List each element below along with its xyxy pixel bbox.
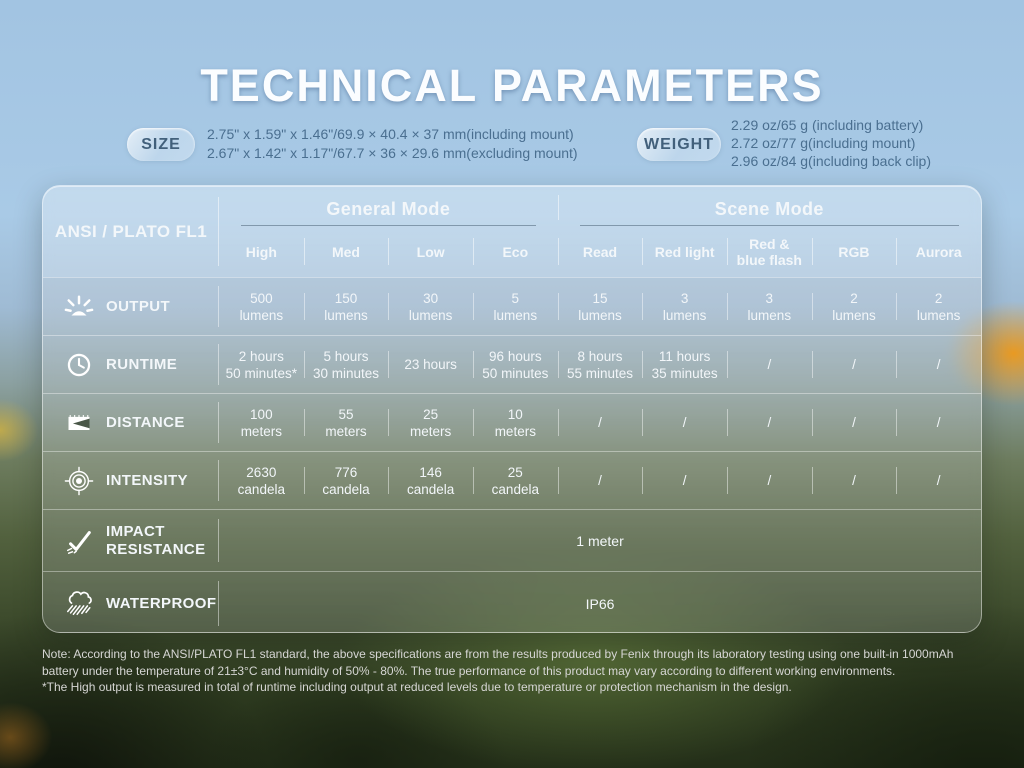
- distance-low: 25 meters: [388, 394, 473, 451]
- table-row-output: OUTPUT 500 lumens 150 lumens 30 lumens 5…: [43, 277, 981, 335]
- burst-icon: [63, 291, 95, 323]
- weight-badge-label: WEIGHT: [644, 135, 714, 153]
- row-label-distance: DISTANCE: [43, 394, 219, 451]
- size-badge-label: SIZE: [141, 135, 181, 153]
- output-red-light: 3 lumens: [642, 278, 727, 335]
- column-header-rgb: RGB: [811, 226, 897, 277]
- spec-table-header: ANSI / PLATO FL1 General Mode Scene Mode…: [43, 186, 981, 277]
- row-label-intensity: INTENSITY: [43, 452, 219, 509]
- size-line-including-mount: 2.75" x 1.59" x 1.46"/69.9 × 40.4 × 37 m…: [207, 126, 574, 142]
- column-header-med: Med: [303, 226, 389, 277]
- distance-eco: 10 meters: [472, 394, 558, 451]
- runtime-eco: 96 hours 50 minutes: [472, 336, 558, 393]
- row-label-impact-resistance-text: IMPACT RESISTANCE: [106, 522, 206, 558]
- intensity-med: 776 candela: [303, 452, 389, 509]
- intensity-eco: 25 candela: [472, 452, 558, 509]
- distance-med: 55 meters: [303, 394, 389, 451]
- distance-red-blue-flash: /: [726, 394, 812, 451]
- output-red-blue-flash: 3 lumens: [726, 278, 812, 335]
- intensity-low: 146 candela: [388, 452, 473, 509]
- row-label-runtime-text: RUNTIME: [106, 355, 178, 373]
- runtime-med: 5 hours 30 minutes: [303, 336, 389, 393]
- row-label-output-text: OUTPUT: [106, 297, 171, 315]
- runtime-high: 2 hours 50 minutes*: [225, 348, 297, 381]
- weight-line-battery: 2.29 oz/65 g (including battery): [731, 117, 924, 133]
- table-row-impact-resistance: IMPACT RESISTANCE 1 meter: [43, 509, 981, 571]
- output-med: 150 lumens: [303, 278, 389, 335]
- intensity-aurora: /: [896, 452, 981, 509]
- row-label-waterproof: WATERPROOF: [43, 572, 219, 632]
- runtime-red-blue-flash: /: [726, 336, 812, 393]
- runtime-low: 23 hours: [388, 336, 473, 393]
- footnote-line-1: Note: According to the ANSI/PLATO FL1 st…: [42, 647, 954, 661]
- waterproof-value: IP66: [585, 595, 615, 612]
- impact-icon: [63, 525, 95, 557]
- footnote-line-3: *The High output is measured in total of…: [42, 680, 792, 694]
- output-low: 30 lumens: [388, 278, 473, 335]
- column-header-high: High: [245, 243, 277, 260]
- group-general-mode: General Mode: [219, 186, 558, 226]
- table-row-runtime: RUNTIME 2 hours 50 minutes* 5 hours 30 m…: [43, 335, 981, 393]
- group-scene-mode: Scene Mode: [557, 186, 981, 226]
- table-row-waterproof: WATERPROOF IP66: [43, 571, 981, 632]
- distance-aurora: /: [896, 394, 981, 451]
- intensity-red-light: /: [642, 452, 727, 509]
- size-line-excluding-mount: 2.67" x 1.42" x 1.17"/67.7 × 36 × 29.6 m…: [207, 145, 578, 161]
- footnote-line-2: battery under the temperature of 21±3°C …: [42, 663, 896, 678]
- intensity-read: /: [557, 452, 643, 509]
- size-values: 2.75" x 1.59" x 1.46"/69.9 × 40.4 × 37 m…: [207, 125, 578, 163]
- output-eco: 5 lumens: [472, 278, 558, 335]
- column-header-red-light: Red light: [642, 226, 727, 277]
- size-badge: SIZE: [127, 128, 195, 161]
- impact-resistance-value: 1 meter: [576, 532, 624, 549]
- column-header-read: Read: [557, 226, 643, 277]
- row-label-waterproof-text: WATERPROOF: [106, 594, 217, 612]
- weight-line-back-clip: 2.96 oz/84 g(including back clip): [731, 153, 932, 169]
- column-header-low: Low: [388, 226, 473, 277]
- output-rgb: 2 lumens: [811, 278, 897, 335]
- table-row-intensity: INTENSITY 2630 candela 776 candela 146 c…: [43, 451, 981, 509]
- output-high: 500 lumens: [239, 290, 284, 323]
- distance-red-light: /: [642, 394, 727, 451]
- runtime-red-light: 11 hours 35 minutes: [642, 336, 727, 393]
- beam-icon: [63, 407, 95, 439]
- footnote: Note: According to the ANSI/PLATO FL1 st…: [42, 646, 994, 696]
- weight-badge: WEIGHT: [637, 128, 721, 161]
- runtime-rgb: /: [811, 336, 897, 393]
- intensity-red-blue-flash: /: [726, 452, 812, 509]
- spec-table: ANSI / PLATO FL1 General Mode Scene Mode…: [42, 185, 982, 633]
- weight-line-mount: 2.72 oz/77 g(including mount): [731, 135, 916, 151]
- clock-icon: [63, 349, 95, 381]
- weight-values: 2.29 oz/65 g (including battery) 2.72 oz…: [731, 116, 931, 170]
- runtime-aurora: /: [896, 336, 981, 393]
- row-label-impact-resistance: IMPACT RESISTANCE: [43, 510, 219, 571]
- intensity-rgb: /: [811, 452, 897, 509]
- column-header-eco: Eco: [472, 226, 558, 277]
- column-header-aurora: Aurora: [896, 226, 981, 277]
- output-aurora: 2 lumens: [896, 278, 981, 335]
- row-label-output: OUTPUT: [43, 278, 219, 335]
- row-label-distance-text: DISTANCE: [106, 413, 185, 431]
- target-icon: [63, 465, 95, 497]
- distance-rgb: /: [811, 394, 897, 451]
- page-title: TECHNICAL PARAMETERS: [200, 60, 824, 111]
- rain-icon: [63, 588, 95, 620]
- distance-read: /: [557, 394, 643, 451]
- distance-high: 100 meters: [240, 406, 282, 439]
- runtime-read: 8 hours 55 minutes: [557, 336, 643, 393]
- column-header-red-blue-flash: Red & blue flash: [726, 226, 812, 277]
- output-read: 15 lumens: [557, 278, 643, 335]
- row-label-intensity-text: INTENSITY: [106, 471, 188, 489]
- intensity-high: 2630 candela: [237, 464, 285, 497]
- standard-label: ANSI / PLATO FL1: [43, 186, 219, 277]
- row-label-runtime: RUNTIME: [43, 336, 219, 393]
- table-row-distance: DISTANCE 100 meters 55 meters 25 meters …: [43, 393, 981, 451]
